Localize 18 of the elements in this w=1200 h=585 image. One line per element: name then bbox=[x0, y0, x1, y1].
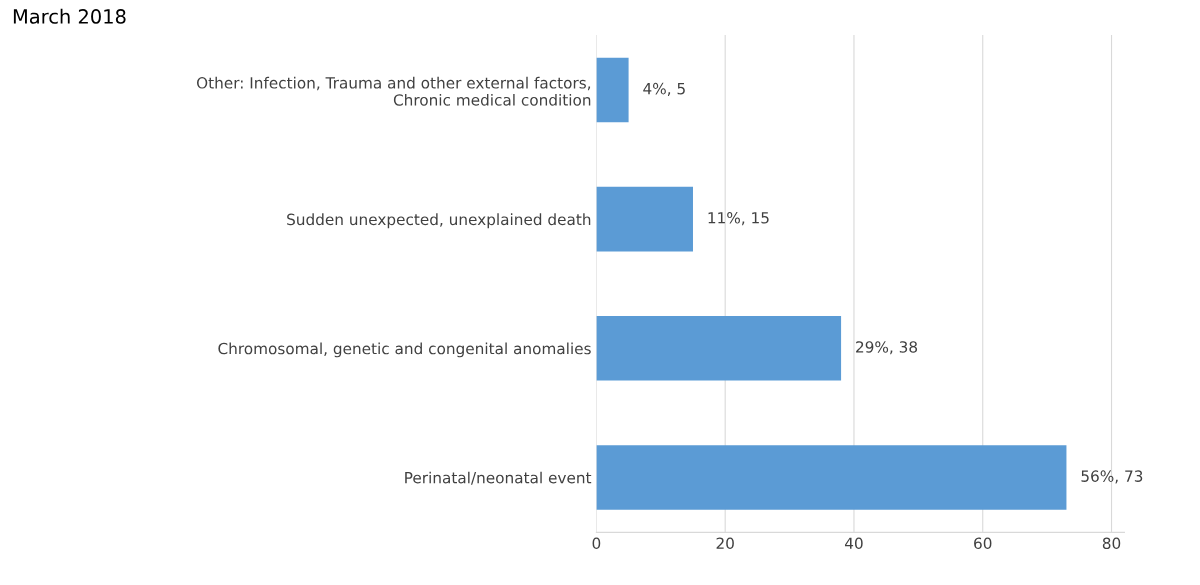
bar bbox=[596, 186, 693, 252]
y-tick-label: Other: Infection, Trauma and other external factors, Chronic medical condition bbox=[196, 76, 591, 106]
data-label: 56%, 73 bbox=[1081, 470, 1143, 484]
bar bbox=[596, 445, 1067, 510]
y-tick-label: Perinatal/neonatal event bbox=[405, 471, 592, 485]
y-tick-label: Sudden unexpected, unexplained death bbox=[287, 213, 591, 229]
text: March 2018 bbox=[13, 8, 126, 24]
bar bbox=[596, 57, 629, 123]
x-tick-label: 20 bbox=[716, 537, 734, 550]
x-tick-label: 40 bbox=[844, 537, 863, 550]
y-tick-label: Chromosomal, genetic and congenital anomalies bbox=[218, 342, 591, 358]
bar bbox=[596, 316, 842, 381]
x-tick-label: 0 bbox=[592, 537, 601, 550]
data-label: 11%, 15 bbox=[708, 212, 769, 226]
data-label: 4%, 5 bbox=[643, 82, 685, 96]
x-tick-label: 80 bbox=[1102, 537, 1121, 550]
data-label: 29%, 38 bbox=[856, 341, 918, 355]
x-tick-label: 60 bbox=[974, 537, 992, 550]
